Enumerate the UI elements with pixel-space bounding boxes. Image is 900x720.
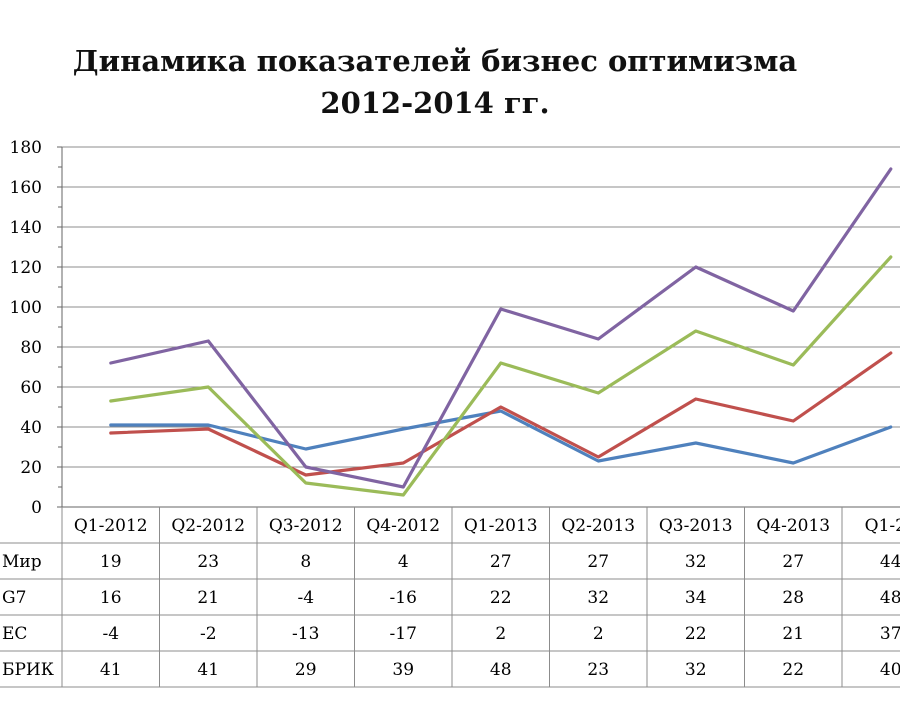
series-lines <box>109 167 893 497</box>
series-name-label: ЕС <box>2 624 27 644</box>
y-axis: 0 20 40 60 80 100 120 140 160 180 <box>10 138 63 518</box>
title-line-1: Динамика показателей бизнес оптимизма <box>72 44 798 78</box>
data-value-label: 21 <box>782 624 804 644</box>
y-tick-label: 140 <box>10 218 42 238</box>
x-category-label: Q3-2013 <box>659 516 733 536</box>
x-category-label: Q2-2013 <box>561 516 635 536</box>
y-tick-label: 40 <box>20 418 42 438</box>
data-value-label: 41 <box>197 660 219 680</box>
data-value-label: 22 <box>490 588 512 608</box>
gridlines <box>62 146 900 508</box>
data-value-label: 22 <box>782 660 804 680</box>
data-value-label: 32 <box>685 660 707 680</box>
series-line-0 <box>109 167 893 489</box>
data-value-label: 37 <box>880 624 900 644</box>
title-line-2: 2012-2014 гг. <box>320 86 550 120</box>
data-value-label: 41 <box>100 660 122 680</box>
data-value-label: 19 <box>100 552 122 572</box>
data-table: Q1-2012 Q2-2012 Q3-2012 Q4-2012 Q1-2013 Q2-20… <box>0 507 900 688</box>
x-category-label: Q2-2012 <box>171 516 245 536</box>
data-value-label: 40 <box>880 660 900 680</box>
data-value-label: -16 <box>390 588 417 608</box>
data-value-label: 23 <box>587 660 609 680</box>
y-tick-label: 20 <box>20 458 42 478</box>
data-value-label: 2 <box>593 624 604 644</box>
data-value-label: 27 <box>490 552 512 572</box>
series-name-label: G7 <box>2 588 26 608</box>
data-value-label: 2 <box>495 624 506 644</box>
x-category-label: Q1-2012 <box>74 516 148 536</box>
data-value-label: 4 <box>398 552 409 572</box>
series-name-label: Мир <box>2 552 42 572</box>
data-value-label: 32 <box>685 552 707 572</box>
x-category-label: Q1-20 <box>865 516 900 536</box>
data-value-label: -4 <box>297 588 314 608</box>
data-value-label: 27 <box>782 552 804 572</box>
y-tick-label: 160 <box>10 178 42 198</box>
data-value-label: 8 <box>300 552 311 572</box>
data-value-label: 22 <box>685 624 707 644</box>
data-value-label: -4 <box>102 624 119 644</box>
y-tick-label: 60 <box>20 378 42 398</box>
x-category-label: Q1-2013 <box>464 516 538 536</box>
series-line-1 <box>109 255 893 497</box>
y-tick-label: 0 <box>31 498 42 518</box>
data-value-label: 32 <box>587 588 609 608</box>
chart-title: Динамика показателей бизнес оптимизма 20… <box>0 40 870 124</box>
series-line-3 <box>109 409 893 465</box>
data-value-label: 16 <box>100 588 122 608</box>
data-value-label: 28 <box>782 588 804 608</box>
data-value-label: 34 <box>685 588 707 608</box>
y-tick-label: 80 <box>20 338 42 358</box>
data-value-label: 29 <box>295 660 317 680</box>
data-value-label: 23 <box>197 552 219 572</box>
x-category-label: Q4-2013 <box>756 516 830 536</box>
data-value-label: 48 <box>880 588 900 608</box>
data-value-label: 27 <box>587 552 609 572</box>
data-value-label: -17 <box>390 624 417 644</box>
y-tick-label: 120 <box>10 258 42 278</box>
y-tick-label: 180 <box>10 138 42 158</box>
data-value-label: -13 <box>292 624 319 644</box>
data-value-label: -2 <box>200 624 217 644</box>
y-tick-label: 100 <box>10 298 42 318</box>
series-line-2 <box>109 351 893 477</box>
data-value-label: 39 <box>392 660 414 680</box>
data-value-label: 44 <box>880 552 900 572</box>
x-category-label: Q4-2012 <box>366 516 440 536</box>
x-category-label: Q3-2012 <box>269 516 343 536</box>
series-name-label: БРИК <box>2 660 54 680</box>
data-value-label: 21 <box>197 588 219 608</box>
data-value-label: 48 <box>490 660 512 680</box>
